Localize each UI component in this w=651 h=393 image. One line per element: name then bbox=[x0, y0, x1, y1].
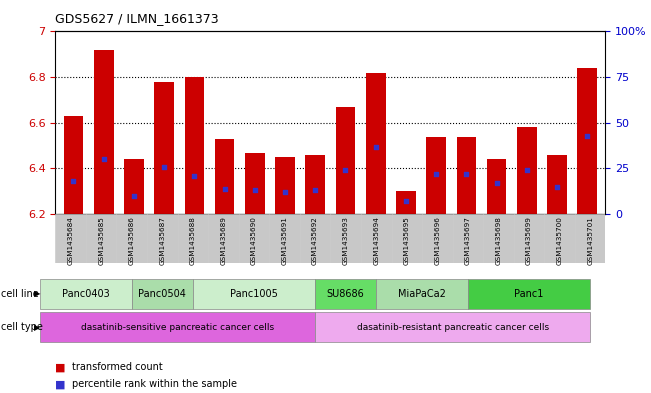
Point bbox=[582, 132, 592, 139]
Point bbox=[492, 180, 502, 186]
Text: GSM1435693: GSM1435693 bbox=[342, 216, 349, 264]
Point bbox=[340, 167, 351, 173]
Text: Panc1: Panc1 bbox=[514, 289, 544, 299]
Point bbox=[310, 187, 320, 194]
Text: dasatinib-resistant pancreatic cancer cells: dasatinib-resistant pancreatic cancer ce… bbox=[357, 323, 549, 332]
Text: GSM1435694: GSM1435694 bbox=[373, 216, 380, 264]
Bar bbox=[366, 73, 385, 214]
Bar bbox=[184, 77, 204, 214]
Point bbox=[98, 156, 109, 162]
Text: Panc0504: Panc0504 bbox=[139, 289, 186, 299]
Bar bbox=[117, 214, 147, 263]
Text: GSM1435697: GSM1435697 bbox=[465, 216, 471, 264]
Text: Panc1005: Panc1005 bbox=[230, 289, 278, 299]
Bar bbox=[514, 214, 544, 263]
Bar bbox=[178, 214, 208, 263]
Text: ▶: ▶ bbox=[34, 289, 40, 298]
Bar bbox=[391, 214, 422, 263]
Bar bbox=[487, 159, 506, 214]
Text: GSM1435684: GSM1435684 bbox=[68, 216, 74, 264]
Point bbox=[552, 184, 562, 190]
Point bbox=[189, 173, 200, 179]
Bar bbox=[517, 127, 536, 214]
Bar bbox=[245, 152, 265, 214]
Bar bbox=[147, 214, 178, 263]
Bar bbox=[64, 116, 83, 214]
Point bbox=[129, 193, 139, 199]
Bar bbox=[215, 139, 234, 214]
Point bbox=[370, 143, 381, 150]
Text: GSM1435685: GSM1435685 bbox=[98, 216, 104, 264]
Bar bbox=[275, 157, 295, 214]
Text: GSM1435689: GSM1435689 bbox=[221, 216, 227, 264]
Bar bbox=[396, 191, 416, 214]
Text: GSM1435700: GSM1435700 bbox=[557, 216, 562, 264]
Bar bbox=[330, 214, 361, 263]
Point bbox=[159, 163, 169, 170]
Point bbox=[280, 189, 290, 195]
Text: cell line: cell line bbox=[1, 289, 39, 299]
Bar bbox=[336, 107, 355, 214]
Point bbox=[219, 185, 230, 192]
Text: GSM1435699: GSM1435699 bbox=[526, 216, 532, 264]
Text: GSM1435688: GSM1435688 bbox=[190, 216, 196, 264]
Bar bbox=[483, 214, 514, 263]
Text: GSM1435691: GSM1435691 bbox=[281, 216, 288, 264]
Bar bbox=[544, 214, 575, 263]
Text: percentile rank within the sample: percentile rank within the sample bbox=[72, 379, 236, 389]
Bar bbox=[154, 82, 174, 214]
Text: GSM1435686: GSM1435686 bbox=[129, 216, 135, 264]
Bar bbox=[55, 214, 86, 263]
Bar bbox=[86, 214, 117, 263]
Text: GSM1435698: GSM1435698 bbox=[495, 216, 501, 264]
Text: ■: ■ bbox=[55, 362, 66, 373]
Point bbox=[401, 198, 411, 204]
Bar bbox=[270, 214, 300, 263]
Bar bbox=[361, 214, 391, 263]
Bar bbox=[239, 214, 270, 263]
Bar bbox=[426, 136, 446, 214]
Point bbox=[68, 178, 79, 184]
Bar bbox=[456, 136, 477, 214]
Text: transformed count: transformed count bbox=[72, 362, 162, 373]
Bar bbox=[422, 214, 452, 263]
Text: GDS5627 / ILMN_1661373: GDS5627 / ILMN_1661373 bbox=[55, 12, 219, 25]
Bar bbox=[94, 50, 113, 214]
Text: GSM1435696: GSM1435696 bbox=[434, 216, 440, 264]
Bar bbox=[208, 214, 239, 263]
Text: Panc0403: Panc0403 bbox=[62, 289, 110, 299]
Point bbox=[431, 171, 441, 177]
Bar bbox=[547, 155, 567, 214]
Text: GSM1435695: GSM1435695 bbox=[404, 216, 409, 264]
Text: GSM1435687: GSM1435687 bbox=[159, 216, 165, 264]
Point bbox=[461, 171, 471, 177]
Text: GSM1435690: GSM1435690 bbox=[251, 216, 257, 264]
Bar bbox=[300, 214, 330, 263]
Bar bbox=[452, 214, 483, 263]
Point bbox=[249, 187, 260, 194]
Point bbox=[521, 167, 532, 173]
Text: dasatinib-sensitive pancreatic cancer cells: dasatinib-sensitive pancreatic cancer ce… bbox=[81, 323, 274, 332]
Bar bbox=[575, 214, 605, 263]
Bar bbox=[577, 68, 597, 214]
Bar bbox=[305, 155, 325, 214]
Text: ■: ■ bbox=[55, 379, 66, 389]
Text: SU8686: SU8686 bbox=[327, 289, 365, 299]
Text: GSM1435701: GSM1435701 bbox=[587, 216, 593, 264]
Text: GSM1435692: GSM1435692 bbox=[312, 216, 318, 264]
Bar bbox=[124, 159, 144, 214]
Text: cell type: cell type bbox=[1, 322, 43, 332]
Text: MiaPaCa2: MiaPaCa2 bbox=[398, 289, 446, 299]
Text: ▶: ▶ bbox=[34, 323, 40, 332]
